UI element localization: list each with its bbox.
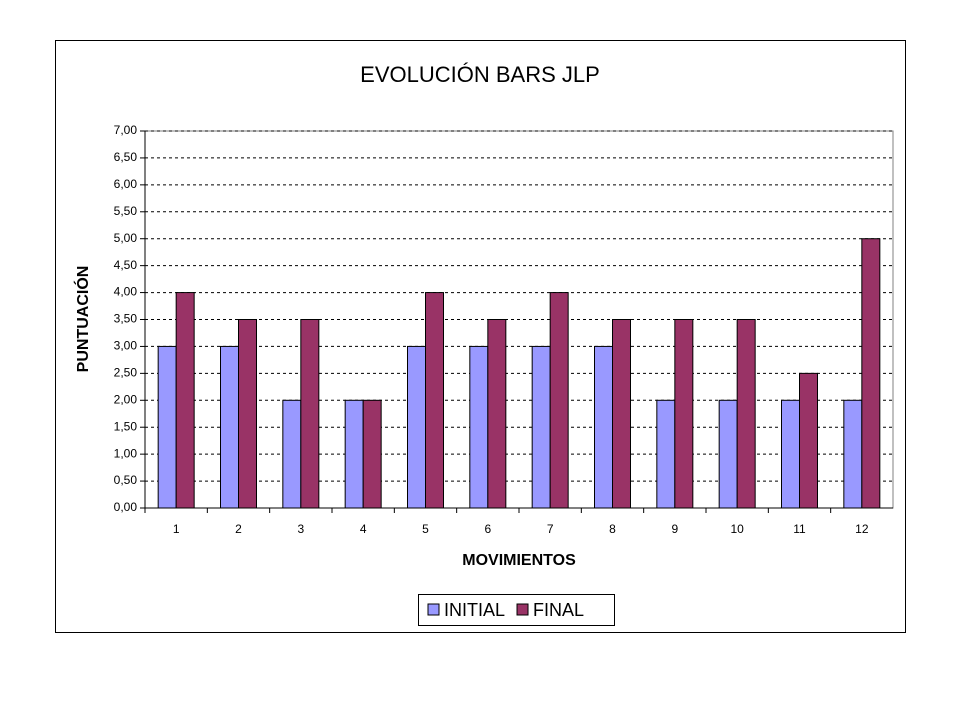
bar	[487, 319, 507, 509]
y-tick-label: 1,50	[114, 419, 138, 433]
y-tick-label: 4,50	[114, 258, 138, 272]
y-tick-label: 0,50	[114, 473, 138, 487]
legend-label: FINAL	[533, 600, 584, 620]
legend-swatch	[427, 603, 440, 616]
x-tick-label: 8	[609, 522, 616, 536]
bar	[549, 292, 569, 509]
y-tick-label: 0,00	[114, 500, 138, 514]
x-axis-title: MOVIMIENTOS	[462, 552, 576, 569]
bar	[612, 319, 631, 509]
bar	[843, 399, 863, 509]
y-tick-label: 5,00	[114, 231, 138, 245]
bar	[861, 238, 881, 509]
legend-label: INITIAL	[444, 600, 505, 620]
x-tick-label: 6	[484, 522, 491, 536]
bar	[344, 399, 364, 509]
y-tick-label: 6,50	[114, 150, 138, 164]
y-tick-label: 2,00	[114, 392, 138, 406]
legend-swatch	[516, 603, 529, 616]
y-tick-label: 2,50	[114, 366, 138, 380]
bar	[220, 345, 239, 509]
y-axis-title: PUNTUACIÓN	[73, 266, 92, 373]
x-tick-label: 5	[422, 522, 429, 536]
y-tick-label: 3,00	[114, 339, 138, 353]
bar	[469, 345, 489, 509]
bar	[362, 399, 382, 509]
y-tick-label: 6,00	[114, 177, 138, 191]
x-tick-label: 1	[173, 522, 180, 536]
bar	[799, 372, 818, 509]
bar	[736, 319, 756, 509]
bar	[300, 319, 320, 509]
bar	[718, 399, 738, 509]
bar	[425, 292, 444, 509]
bar	[531, 345, 551, 509]
bar	[594, 345, 613, 509]
bar	[238, 319, 257, 509]
y-tick-label: 5,50	[114, 204, 138, 218]
x-tick-label: 10	[730, 522, 744, 536]
x-tick-label: 4	[360, 522, 367, 536]
x-tick-label: 12	[855, 522, 869, 536]
y-tick-label: 4,00	[114, 285, 138, 299]
bar	[674, 319, 694, 509]
bar	[656, 399, 676, 509]
x-tick-label: 3	[297, 522, 304, 536]
bar	[781, 399, 800, 509]
x-tick-label: 7	[547, 522, 554, 536]
bar	[282, 399, 302, 509]
y-tick-label: 7,00	[114, 123, 138, 137]
bar	[407, 345, 426, 509]
x-tick-label: 9	[671, 522, 678, 536]
y-tick-label: 1,00	[114, 446, 138, 460]
x-tick-label: 2	[235, 522, 242, 536]
chart-title: EVOLUCIÓN BARS JLP	[360, 62, 600, 87]
legend-box	[418, 594, 615, 626]
y-tick-label: 3,50	[114, 312, 138, 326]
x-tick-label: 11	[793, 522, 806, 536]
bar	[157, 345, 177, 509]
bar	[175, 292, 195, 509]
